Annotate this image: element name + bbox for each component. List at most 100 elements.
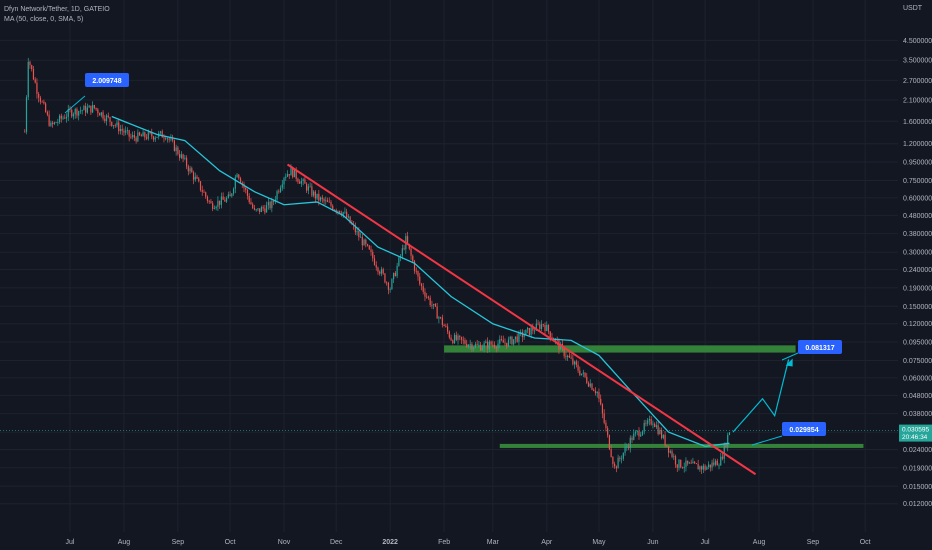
candle-body <box>191 168 193 173</box>
candle-body <box>213 208 216 210</box>
candle-body <box>309 186 311 188</box>
candle-body <box>201 190 203 192</box>
candle-body <box>227 194 229 198</box>
candle-body <box>493 344 496 348</box>
price-axis[interactable]: USDT 4.500000 3.500000 2.700000 2.100000 1.60… <box>0 5 932 508</box>
candle-body <box>212 203 214 209</box>
callout-high-pointer <box>64 95 86 114</box>
candle-body <box>271 201 273 209</box>
candle-body <box>372 251 374 259</box>
candle-body <box>462 339 464 341</box>
candle-body <box>31 65 33 70</box>
candle-body <box>339 210 341 214</box>
candle-body <box>347 216 349 218</box>
candle-body <box>128 130 130 137</box>
candle-body <box>403 248 405 250</box>
candle-body <box>594 391 597 394</box>
candle-body <box>319 197 322 201</box>
candle-body <box>43 101 45 104</box>
price-tick-label: 0.380000 <box>903 231 932 238</box>
time-tick-label: Jul <box>66 539 75 546</box>
candle-body <box>363 239 365 246</box>
price-tick-label: 2.100000 <box>903 98 932 105</box>
candle-body <box>168 138 170 140</box>
candle-body <box>55 122 57 124</box>
candle-body <box>126 130 129 131</box>
candle-body <box>467 344 470 347</box>
candle-body <box>433 303 435 306</box>
candle-body <box>600 398 602 405</box>
candle-body <box>245 187 247 190</box>
candle-body <box>175 147 177 152</box>
candle-body <box>236 174 238 178</box>
candle-body <box>346 211 348 218</box>
candle-body <box>48 114 50 126</box>
candle-body <box>619 457 621 459</box>
candle-body <box>728 432 731 436</box>
candle-body <box>95 107 97 110</box>
candle-body <box>180 154 182 158</box>
candle-body <box>105 115 108 122</box>
price-tick-label: 0.480000 <box>903 213 932 220</box>
downtrend-line <box>286 163 757 476</box>
candle-body <box>238 174 240 179</box>
candle-body <box>446 326 449 332</box>
candle-body <box>652 423 654 425</box>
candle-body <box>356 231 358 233</box>
candle-body <box>288 174 290 176</box>
time-tick-label: 2022 <box>382 539 398 546</box>
candle-body <box>262 207 264 209</box>
time-tick-label: Mar <box>487 539 500 546</box>
candle-body <box>654 423 656 427</box>
symbol-title[interactable]: Dfyn Network/Tether, 1D, GATEIO <box>4 6 110 13</box>
candle-body <box>187 166 189 172</box>
candle-body <box>565 356 567 358</box>
candle-body <box>234 177 236 189</box>
candle-body <box>687 460 689 464</box>
indicator-label[interactable]: MA (50, close, 0, SMA, 5) <box>4 16 84 23</box>
candle-body <box>499 339 501 344</box>
candle-body <box>638 430 640 437</box>
candle-body <box>38 93 40 98</box>
candle-body <box>480 344 482 351</box>
candle-body <box>307 186 309 191</box>
candle-body <box>215 206 217 209</box>
candle-body <box>116 122 118 126</box>
candle-body <box>389 289 391 290</box>
candle-body <box>478 344 480 346</box>
candle-body <box>264 208 266 213</box>
projection-path <box>732 359 790 433</box>
candle-body <box>24 131 26 133</box>
price-tick-label: 0.950000 <box>903 160 932 167</box>
candle-body <box>504 342 506 344</box>
candle-body <box>598 392 600 399</box>
candle-body <box>697 463 699 470</box>
candle-body <box>692 461 694 464</box>
candle-body <box>60 115 62 119</box>
candle-body <box>422 286 424 292</box>
time-axis[interactable]: Jul Aug Sep Oct Nov Dec 2022 Feb Mar Apr May Jun Jul… <box>66 539 871 546</box>
current-price-value: 0.030595 <box>902 427 929 434</box>
candle-body <box>208 200 210 202</box>
candle-body <box>142 132 144 137</box>
candle-body <box>655 425 657 427</box>
candle-body <box>699 466 701 470</box>
candle-body <box>267 201 269 206</box>
candle-body <box>685 460 687 467</box>
callout-target-box <box>798 340 842 354</box>
candle-body <box>109 117 111 122</box>
candle-body <box>276 191 278 200</box>
candle-body <box>398 257 400 266</box>
candle-body <box>81 110 83 112</box>
candle-body <box>170 138 172 140</box>
candle-body <box>311 186 313 196</box>
candle-body <box>154 137 156 140</box>
candle-body <box>135 137 137 142</box>
candle-body <box>617 457 619 469</box>
candle-body <box>681 467 684 469</box>
candle-body <box>321 197 323 199</box>
candle-body <box>161 131 163 138</box>
candle-body <box>488 341 490 349</box>
candle-body <box>149 132 151 134</box>
